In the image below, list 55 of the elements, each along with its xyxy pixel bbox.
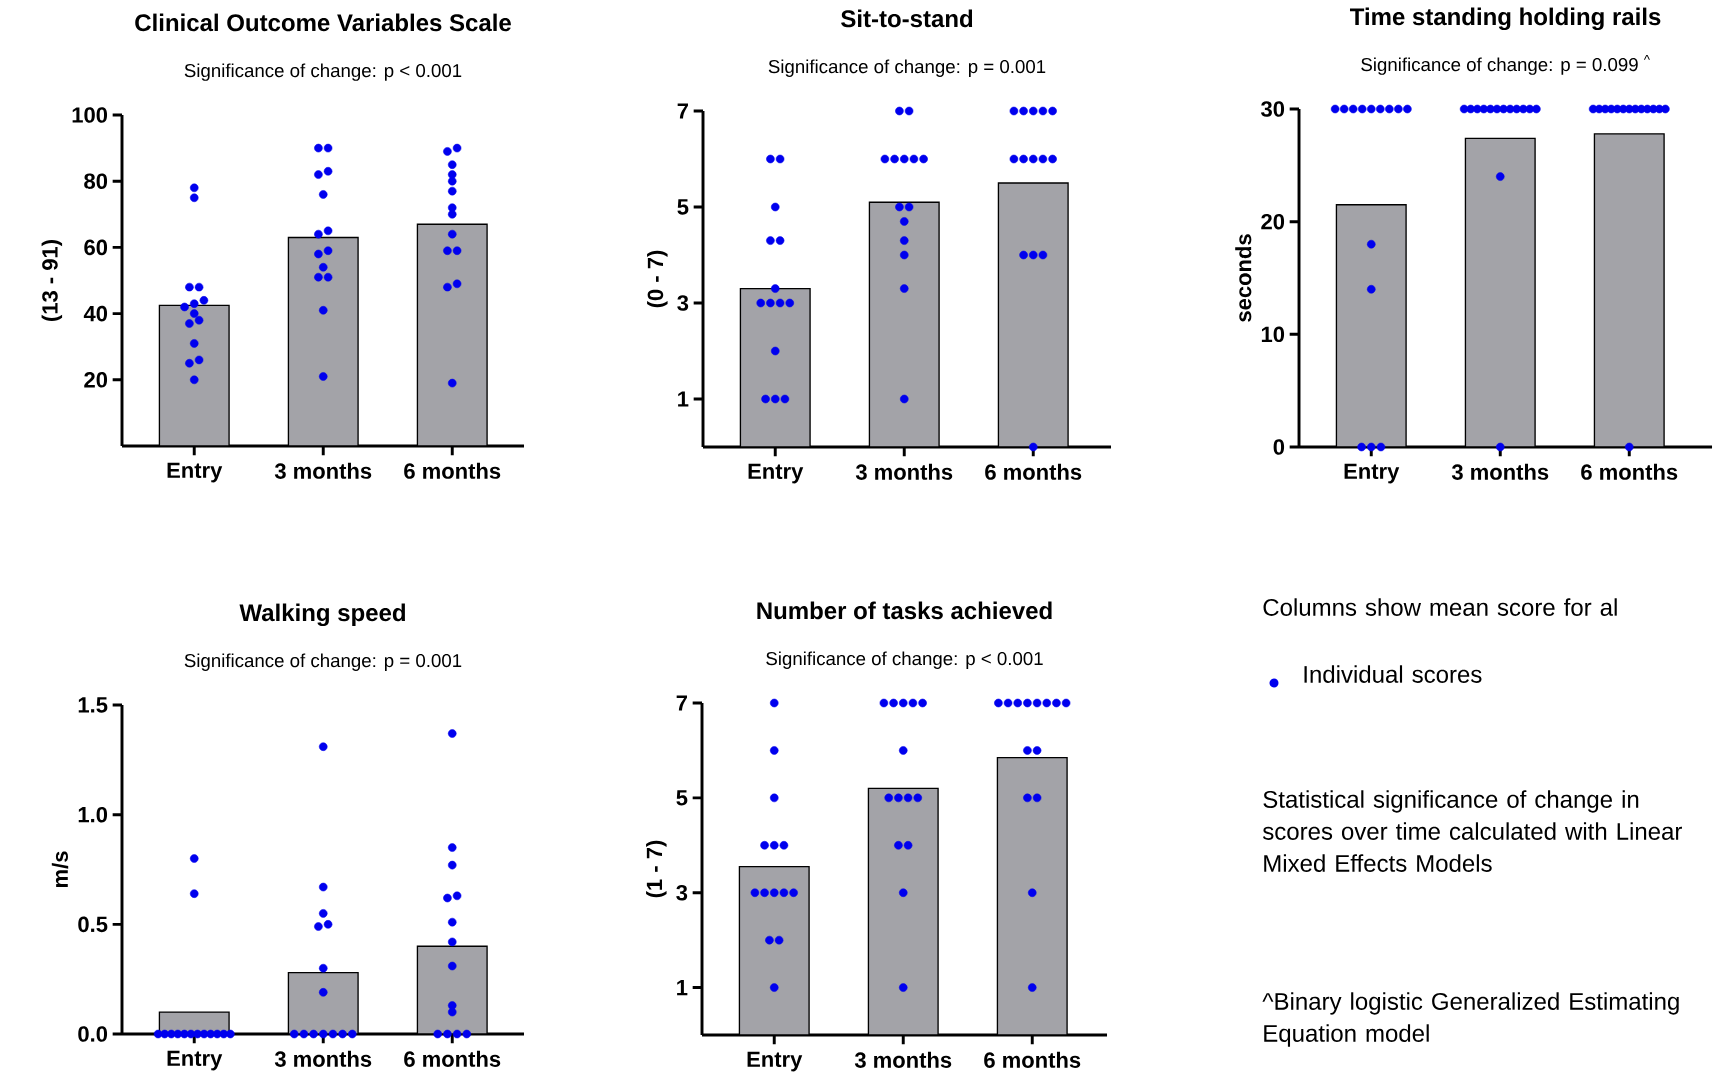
text: Statistical significance of change in scores over time calculated with Linear Mixed Effects Models [1262,790,1682,872]
y-axis-title: (1 - 7) [646,840,667,898]
x-tick-label: Entry [748,463,804,484]
x-tick-label: 6 months [404,1050,501,1067]
text: ^Binary logistic Generalized Estimating Equation model [1262,992,1679,1047]
y-tick-label: 20 [84,372,108,388]
y-tick-label: 1 [677,980,688,996]
y-tick-label: 60 [84,239,108,256]
chart-title: Number of tasks achieved [757,601,1052,620]
chart-subtitle: Significance of change: p = 0.001 [768,59,1046,77]
chart-title: Time standing holding rails [1349,7,1661,31]
y-tick-label: 100 [72,107,108,123]
y-tick-label: 0 [1273,439,1285,455]
x-tick-label: 6 months [985,463,1082,480]
x-tick-label: 3 months [855,463,953,480]
y-tick-label: 1.5 [78,697,108,713]
y-tick-label: 7 [677,103,688,119]
y-axis-title: m/s [51,851,69,888]
y-tick-label: 1 [678,391,689,407]
x-tick-label: 3 months [1451,463,1549,480]
chart-title: Sit-to-stand [841,9,973,28]
y-tick-label: 1.0 [78,806,108,823]
y-tick-label: 3 [676,884,688,901]
y-tick-label: 5 [677,199,689,215]
y-axis-title: (0 - 7) [647,250,668,308]
chart-subtitle: Significance of change: p = 0.001 [184,653,462,671]
chart-title: Clinical Outcome Variables Scale [135,13,511,32]
chart-subtitle: Significance of change: p = 0.099 $^{^}$ [1361,55,1650,75]
y-tick-label: 30 [1261,101,1285,117]
x-tick-label: 3 months [274,462,372,479]
x-tick-label: 6 months [1581,463,1678,480]
y-tick-label: 0.0 [78,1026,108,1042]
y-tick-label: 20 [1261,213,1285,230]
y-tick-label: 0.5 [78,916,108,933]
y-tick-label: 3 [677,295,689,311]
y-tick-label: 80 [84,173,108,189]
x-tick-label: Entry [167,462,223,483]
x-tick-label: Entry [167,1050,223,1071]
x-tick-label: 3 months [854,1051,952,1068]
text: Columns show mean score for al [1263,598,1617,616]
x-tick-label: Entry [1344,463,1400,484]
y-tick-label: 5 [676,790,688,806]
text: Individual scores [1304,665,1482,683]
x-tick-label: 3 months [274,1050,372,1067]
chart-subtitle: Significance of change: p < 0.001 [184,63,462,81]
y-tick-label: 40 [83,305,108,322]
x-tick-label: Entry [747,1051,803,1072]
y-tick-label: 7 [676,695,687,711]
chart-title: Walking speed [239,603,405,627]
x-tick-label: 6 months [404,462,501,479]
y-axis-title: (13 - 91) [41,240,63,321]
y-tick-label: 10 [1261,326,1285,343]
chart-subtitle: Significance of change: p < 0.001 [766,651,1043,669]
y-axis-title: seconds [1235,234,1252,322]
x-tick-label: 6 months [984,1051,1081,1068]
